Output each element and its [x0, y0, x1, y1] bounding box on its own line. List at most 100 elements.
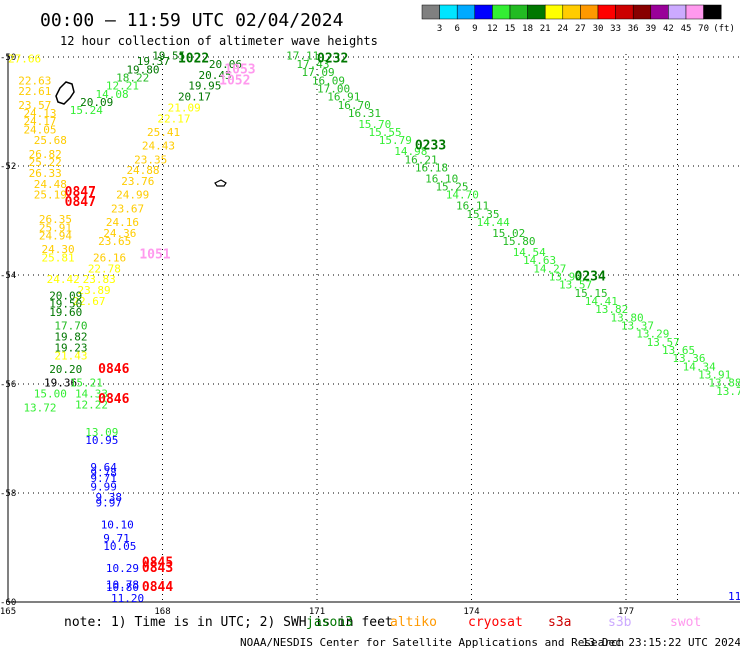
wave-height-point: 15.25: [435, 181, 468, 194]
colorbar-swatch: [580, 4, 599, 20]
wave-height-point: 20.06: [209, 58, 242, 71]
wave-height-point: 19.60: [49, 306, 82, 319]
wave-height-point: 17.09: [302, 66, 335, 79]
wave-height-point: 22.63: [18, 74, 51, 87]
wave-height-point: 11.20: [111, 592, 144, 605]
wave-height-point: 13.80: [611, 311, 644, 324]
colorbar-label: 6: [454, 24, 459, 34]
wave-height-point: 13.57: [647, 336, 680, 349]
wave-height-point: 9.64: [90, 461, 117, 474]
colorbar-label: 39: [645, 24, 656, 34]
wave-height-point: 18.22: [116, 72, 149, 85]
wave-height-point: 16.31: [348, 107, 381, 120]
wave-height-point: 19.36: [44, 377, 77, 390]
lon-tick-label: 177: [618, 607, 634, 617]
page-subtitle: 12 hour collection of altimeter wave hei…: [60, 34, 378, 48]
wave-height-point: 17.70: [54, 320, 87, 333]
wave-height-point: 19.50: [49, 298, 82, 311]
wave-height-point: 19.23: [54, 341, 87, 354]
wave-height-point: 13.7: [716, 385, 740, 398]
wave-height-point: 19.80: [126, 63, 159, 76]
pass-time-label: 1051: [139, 248, 170, 263]
wave-height-point: 13.57: [559, 279, 592, 292]
wave-height-point: 14.98: [394, 145, 427, 158]
colorbar-swatch: [439, 4, 458, 20]
pass-time-label: 0846: [98, 362, 129, 377]
wave-height-point: 23.83: [83, 273, 116, 286]
pass-time-label: 1052: [219, 73, 250, 88]
wave-height-point: 24.43: [142, 140, 175, 153]
colorbar-swatch: [597, 4, 616, 20]
wave-height-point: 15.35: [466, 208, 499, 221]
wave-height-point: 19.95: [188, 80, 221, 93]
satellite-legend-cryosat: cryosat: [468, 615, 523, 630]
wave-height-point: 16.91: [327, 91, 360, 104]
wave-height-point: 24.16: [106, 216, 139, 229]
wave-height-point: 9.78: [90, 467, 117, 480]
wave-height-point: 24.17: [23, 115, 56, 128]
satellite-legend-swot: swot: [670, 615, 701, 630]
satellite-legend-jason3: jason3: [306, 615, 353, 630]
wave-height-point: 16.10: [425, 172, 458, 185]
lat-tick-label: -58: [0, 489, 16, 499]
wave-height-point: 27.66: [8, 52, 41, 65]
colorbar-swatch: [492, 4, 511, 20]
wave-height-point: 14.27: [533, 262, 566, 275]
footer-timestamp: 13 Dec 23:15:22 UTC 2024: [582, 636, 740, 649]
wave-height-point: 13.09: [85, 426, 118, 439]
wave-height-point: 25.41: [147, 126, 180, 139]
pass-time-label: 0843: [142, 561, 173, 576]
wave-height-point: 13.91: [698, 369, 731, 382]
wave-height-point: 13.65: [662, 344, 695, 357]
wave-height-point: 24.88: [126, 164, 159, 177]
wave-height-point: 22.61: [18, 85, 51, 98]
wave-height-point: 25.19: [34, 189, 67, 202]
wave-height-point: 15.21: [70, 377, 103, 390]
lat-tick-label: -52: [0, 162, 16, 172]
lat-tick-label: -60: [0, 598, 16, 608]
wave-height-point: 15.55: [369, 126, 402, 139]
wave-height-point: 23.89: [78, 284, 111, 297]
wave-height-point: 24.94: [39, 230, 72, 243]
colorbar-label: 21: [540, 24, 551, 34]
map-grid: [8, 54, 740, 603]
colorbar-legend: 3 6 9 12 15 18 21 24 27 30 33 36 39 42 45 70 (ft): [421, 4, 735, 34]
colorbar-label: 24: [557, 24, 568, 34]
colorbar-swatch: [456, 4, 476, 20]
colorbar-swatch: [527, 4, 546, 20]
wave-height-point: 14.54: [513, 246, 546, 259]
wave-height-point: 13.29: [636, 328, 669, 341]
wave-height-point: 20.20: [49, 363, 82, 376]
satellite-legend-altiko: altiko: [390, 615, 437, 630]
wave-height-point: 14.44: [477, 216, 510, 229]
wave-height-point: 23.65: [98, 235, 131, 248]
wave-height-point: 12.22: [75, 399, 108, 412]
wave-height-point: 16.70: [338, 99, 371, 112]
pass-time-label: 0233: [415, 139, 446, 154]
wave-height-point: 26.35: [39, 213, 72, 226]
wave-height-point: 17.11: [286, 50, 319, 63]
wave-height-point: 9.71: [90, 472, 117, 485]
wave-height-point: 15.70: [358, 118, 391, 131]
pass-time-label: 1053: [224, 62, 255, 77]
wave-height-point: 25.81: [41, 251, 74, 264]
colorbar-swatch: [421, 4, 440, 20]
wave-height-point: 9.71: [103, 532, 129, 545]
colorbar-label: 36: [628, 24, 639, 34]
colorbar-unit: (ft): [713, 24, 735, 34]
satellite-legend: jason3 altiko cryosat s3a s3b swot: [306, 615, 701, 630]
wave-height-point: 15.79: [379, 134, 412, 147]
pass-time-label: 0847: [65, 195, 96, 210]
wave-height-point: 15.02: [492, 227, 525, 240]
wave-height-point: 15.80: [502, 235, 535, 248]
colorbar-swatch: [685, 4, 704, 20]
wave-height-point: 14.34: [683, 360, 716, 373]
wave-height-point: 26.82: [29, 148, 62, 161]
wave-height-point: 10.80: [106, 581, 139, 594]
wave-height-point: 19.37: [137, 55, 170, 68]
lon-tick-label: 171: [309, 607, 325, 617]
wave-height-point: 23.35: [134, 153, 167, 166]
wave-height-point: 20.17: [178, 91, 211, 104]
